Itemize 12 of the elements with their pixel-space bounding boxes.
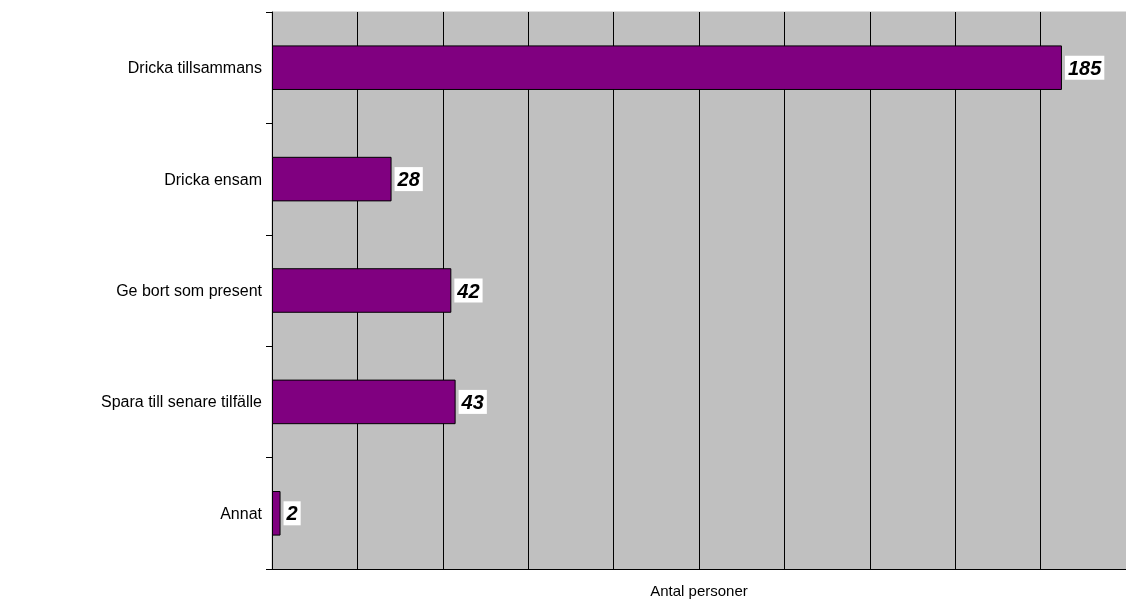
data-label: 28 (396, 168, 421, 191)
data-label: 2 (285, 502, 298, 525)
data-label: 43 (460, 390, 484, 413)
bar (272, 491, 281, 536)
y-tick-label: Annat (220, 504, 263, 522)
y-tick-label: Ge bort som present (116, 282, 263, 299)
data-label: 185 (1067, 56, 1103, 79)
data-label: 42 (456, 279, 480, 302)
x-axis-title: Antal personer (650, 582, 748, 599)
y-tick-label: Spara till senare tilfälle (101, 393, 263, 411)
y-tick-label: Dricka ensam (164, 170, 262, 188)
y-tick-label: Dricka tillsammans (127, 59, 262, 77)
